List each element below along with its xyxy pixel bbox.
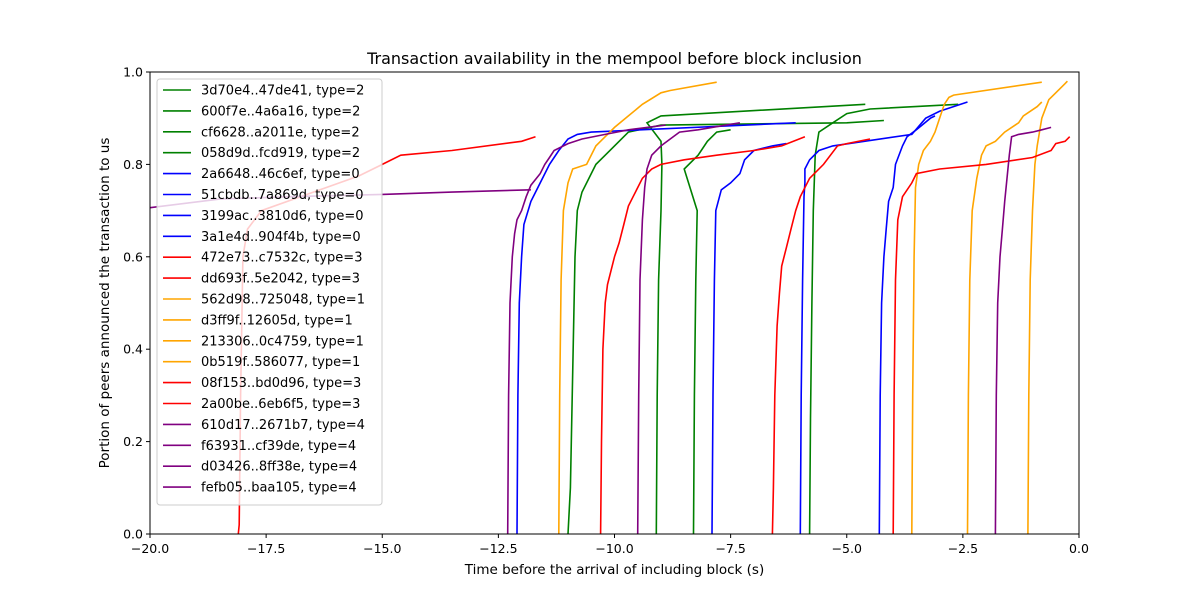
series-line-3	[808, 103, 959, 534]
series-line-8	[878, 115, 936, 534]
legend-entry: 3d70e4..47de41, type=2	[201, 84, 364, 99]
y-axis-label: Portion of peers announced the transacti…	[97, 138, 113, 469]
legend-entry: 213306..0c4759, type=1	[201, 334, 364, 349]
legend-entry: 2a00be..6eb6f5, type=3	[201, 397, 360, 412]
chart-title: Transaction availability in the mempool …	[366, 49, 862, 68]
series-line-16	[892, 136, 1071, 534]
legend-entry: 3a1e4d..904f4b, type=0	[201, 230, 361, 245]
x-tick-label: 0.0	[1069, 541, 1089, 556]
y-tick-label: 0.8	[123, 157, 143, 172]
legend-entry: 3199ac..3810d6, type=0	[201, 209, 364, 224]
legend-entry: 610d17..2671b7, type=4	[201, 418, 365, 433]
x-tick-label: −10.0	[595, 541, 633, 556]
series-line-7	[799, 101, 968, 534]
y-tick-label: 0.2	[123, 434, 143, 449]
series-line-6	[711, 142, 787, 534]
legend-entry: f63931..cf39de, type=4	[201, 439, 356, 454]
series-line-14	[1027, 80, 1068, 534]
x-tick-label: −5.0	[832, 541, 862, 556]
x-tick-label: −2.5	[948, 541, 978, 556]
series-line-15	[599, 135, 806, 534]
x-tick-label: −15.0	[363, 541, 401, 556]
x-tick-label: −7.5	[715, 541, 745, 556]
y-axis: 0.0 0.2 0.4 0.6 0.8 1.0	[123, 65, 150, 542]
series-line-2	[645, 103, 866, 534]
legend-entry: fefb05..baa105, type=4	[201, 481, 357, 496]
legend-entry: 562d98..725048, type=1	[201, 293, 365, 308]
series-line-13	[966, 101, 1043, 534]
y-tick-label: 0.0	[123, 527, 143, 542]
y-tick-label: 0.4	[123, 342, 143, 357]
x-tick-label: −12.5	[479, 541, 517, 556]
y-tick-label: 0.6	[123, 249, 143, 264]
y-tick-label: 1.0	[123, 65, 143, 80]
legend-box	[156, 78, 383, 506]
legend-entry: 51cbdb..7a869d, type=0	[201, 188, 363, 203]
series-line-10	[771, 138, 871, 534]
series-line-17	[506, 124, 666, 534]
x-axis: −20.0 −17.5 −15.0 −12.5 −10.0 −7.5 −5.0 −2.5 0.0	[131, 534, 1089, 556]
legend-entry: 08f153..bd0d96, type=3	[201, 376, 361, 391]
series-layer	[150, 80, 1071, 534]
series-line-1	[567, 119, 884, 534]
legend-entry: 600f7e..4a6a16, type=2	[201, 104, 360, 119]
series-line-5	[516, 122, 796, 534]
x-axis-label: Time before the arrival of including blo…	[464, 562, 764, 578]
x-tick-label: −20.0	[131, 541, 169, 556]
legend-entry: dd693f..5e2042, type=3	[201, 272, 360, 287]
legend-entry: 058d9d..fcd919, type=2	[201, 146, 360, 161]
legend: 3d70e4..47de41, type=2 600f7e..4a6a16, ty…	[156, 78, 383, 506]
legend-entry: d3ff9f..12605d, type=1	[201, 313, 353, 328]
legend-entry: cf6628..a2011e, type=2	[201, 125, 360, 140]
legend-entry: 2a6648..46c6ef, type=0	[201, 167, 360, 182]
series-line-4	[683, 129, 731, 534]
series-line-19	[994, 126, 1052, 534]
x-tick-label: −17.5	[247, 541, 285, 556]
series-line-12	[911, 81, 1042, 534]
series-line-11	[558, 81, 717, 534]
legend-entry: 0b519f..586077, type=1	[201, 355, 360, 370]
legend-entry: d03426..8ff38e, type=4	[201, 460, 357, 475]
series-line-18	[636, 122, 741, 534]
legend-entry: 472e73..c7532c, type=3	[201, 251, 362, 266]
